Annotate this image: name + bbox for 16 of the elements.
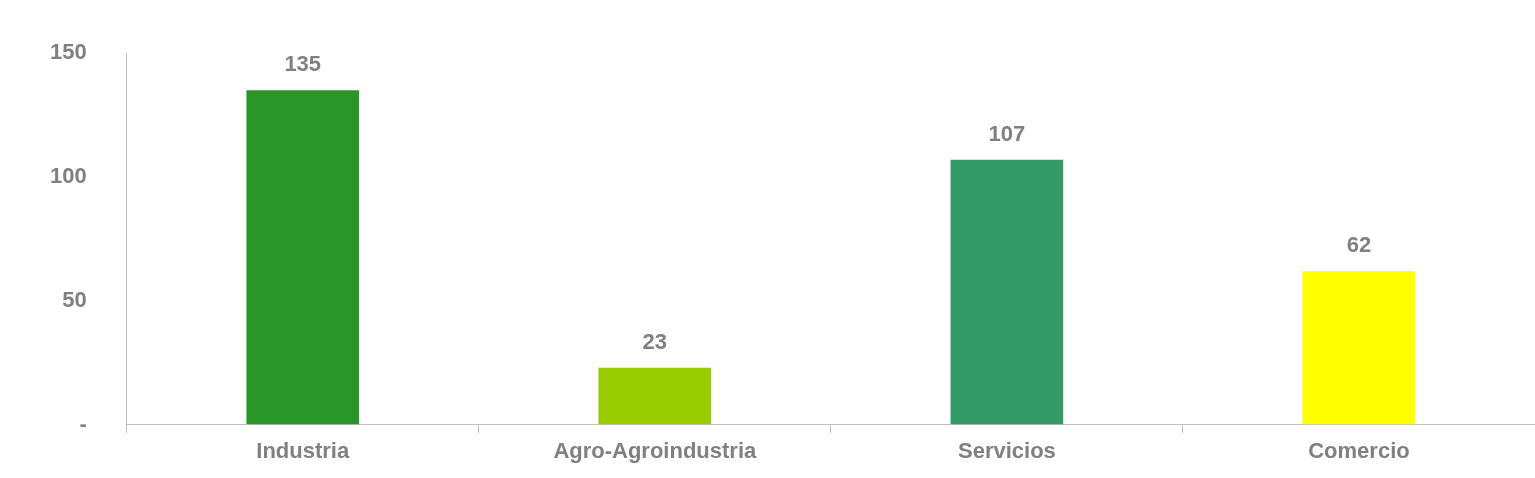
y-tick-label: - — [79, 410, 87, 436]
data-label: 107 — [988, 120, 1026, 146]
x-tick-label: Comercio — [1308, 438, 1410, 464]
x-tick-label: Servicios — [957, 438, 1056, 464]
data-label: 135 — [284, 51, 322, 77]
y-tick-label: 100 — [49, 163, 87, 189]
bar — [598, 367, 712, 425]
y-tick-label: 150 — [49, 39, 87, 65]
x-tick-label: Industria — [256, 438, 350, 464]
bar — [246, 90, 360, 425]
bar — [1302, 271, 1416, 425]
data-label: 62 — [1346, 232, 1372, 258]
x-tick-label: Agro-Agroindustria — [553, 438, 758, 464]
data-label: 23 — [642, 328, 668, 354]
bar — [950, 159, 1064, 425]
y-tick-label: 50 — [62, 287, 87, 312]
